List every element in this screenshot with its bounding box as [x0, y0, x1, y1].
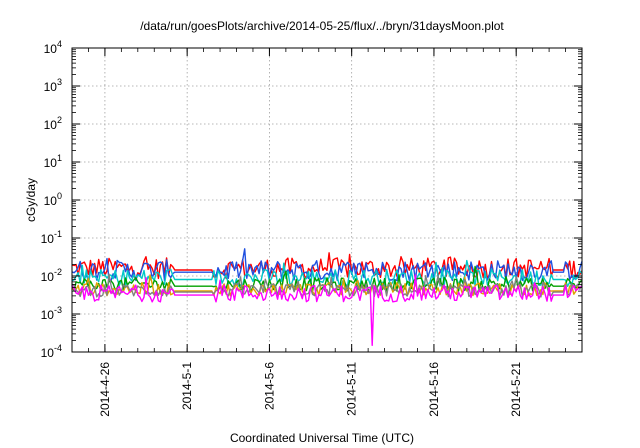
- series-line-6: [71, 274, 583, 346]
- y-tick-exponent: 4: [57, 39, 62, 49]
- y-tick-exponent: 1: [57, 153, 62, 163]
- x-tick-label: 2014-5-1: [180, 362, 194, 410]
- y-tick-exponent: -1: [54, 229, 62, 239]
- y-tick-label: 10-4: [41, 343, 62, 360]
- y-axis-label: cGy/day: [24, 178, 38, 222]
- y-tick-exponent: 2: [57, 115, 62, 125]
- x-tick-label: 2014-5-16: [427, 362, 441, 417]
- x-axis-label: Coordinated Universal Time (UTC): [230, 431, 414, 445]
- y-tick-label: 100: [44, 191, 62, 208]
- y-tick-exponent: 3: [57, 77, 62, 87]
- y-tick-label: 101: [44, 153, 62, 170]
- x-tick-label: 2014-4-26: [98, 362, 112, 417]
- x-tick-label: 2014-5-21: [509, 362, 523, 417]
- series-layer: [71, 248, 583, 346]
- y-tick-label: 10-1: [41, 229, 62, 246]
- y-tick-label: 10-3: [41, 305, 62, 322]
- y-tick-exponent: -2: [54, 267, 62, 277]
- series-line-2: [71, 259, 583, 287]
- y-tick-label: 102: [44, 115, 62, 132]
- series-line-1: [71, 248, 583, 282]
- x-tick-label: 2014-5-11: [345, 362, 359, 416]
- y-tick-label: 103: [44, 77, 62, 94]
- chart-title: /data/run/goesPlots/archive/2014-05-25/f…: [140, 19, 504, 33]
- x-tick-label: 2014-5-6: [262, 362, 276, 410]
- axis-ticks: 10-410-310-210-11001011021031042014-4-26…: [41, 39, 583, 417]
- y-tick-exponent: -3: [54, 305, 62, 315]
- y-tick-label: 10-2: [41, 267, 62, 284]
- y-tick-exponent: 0: [57, 191, 62, 201]
- y-tick-exponent: -4: [54, 343, 62, 353]
- y-tick-label: 104: [44, 39, 62, 56]
- grid-lines: [72, 47, 582, 353]
